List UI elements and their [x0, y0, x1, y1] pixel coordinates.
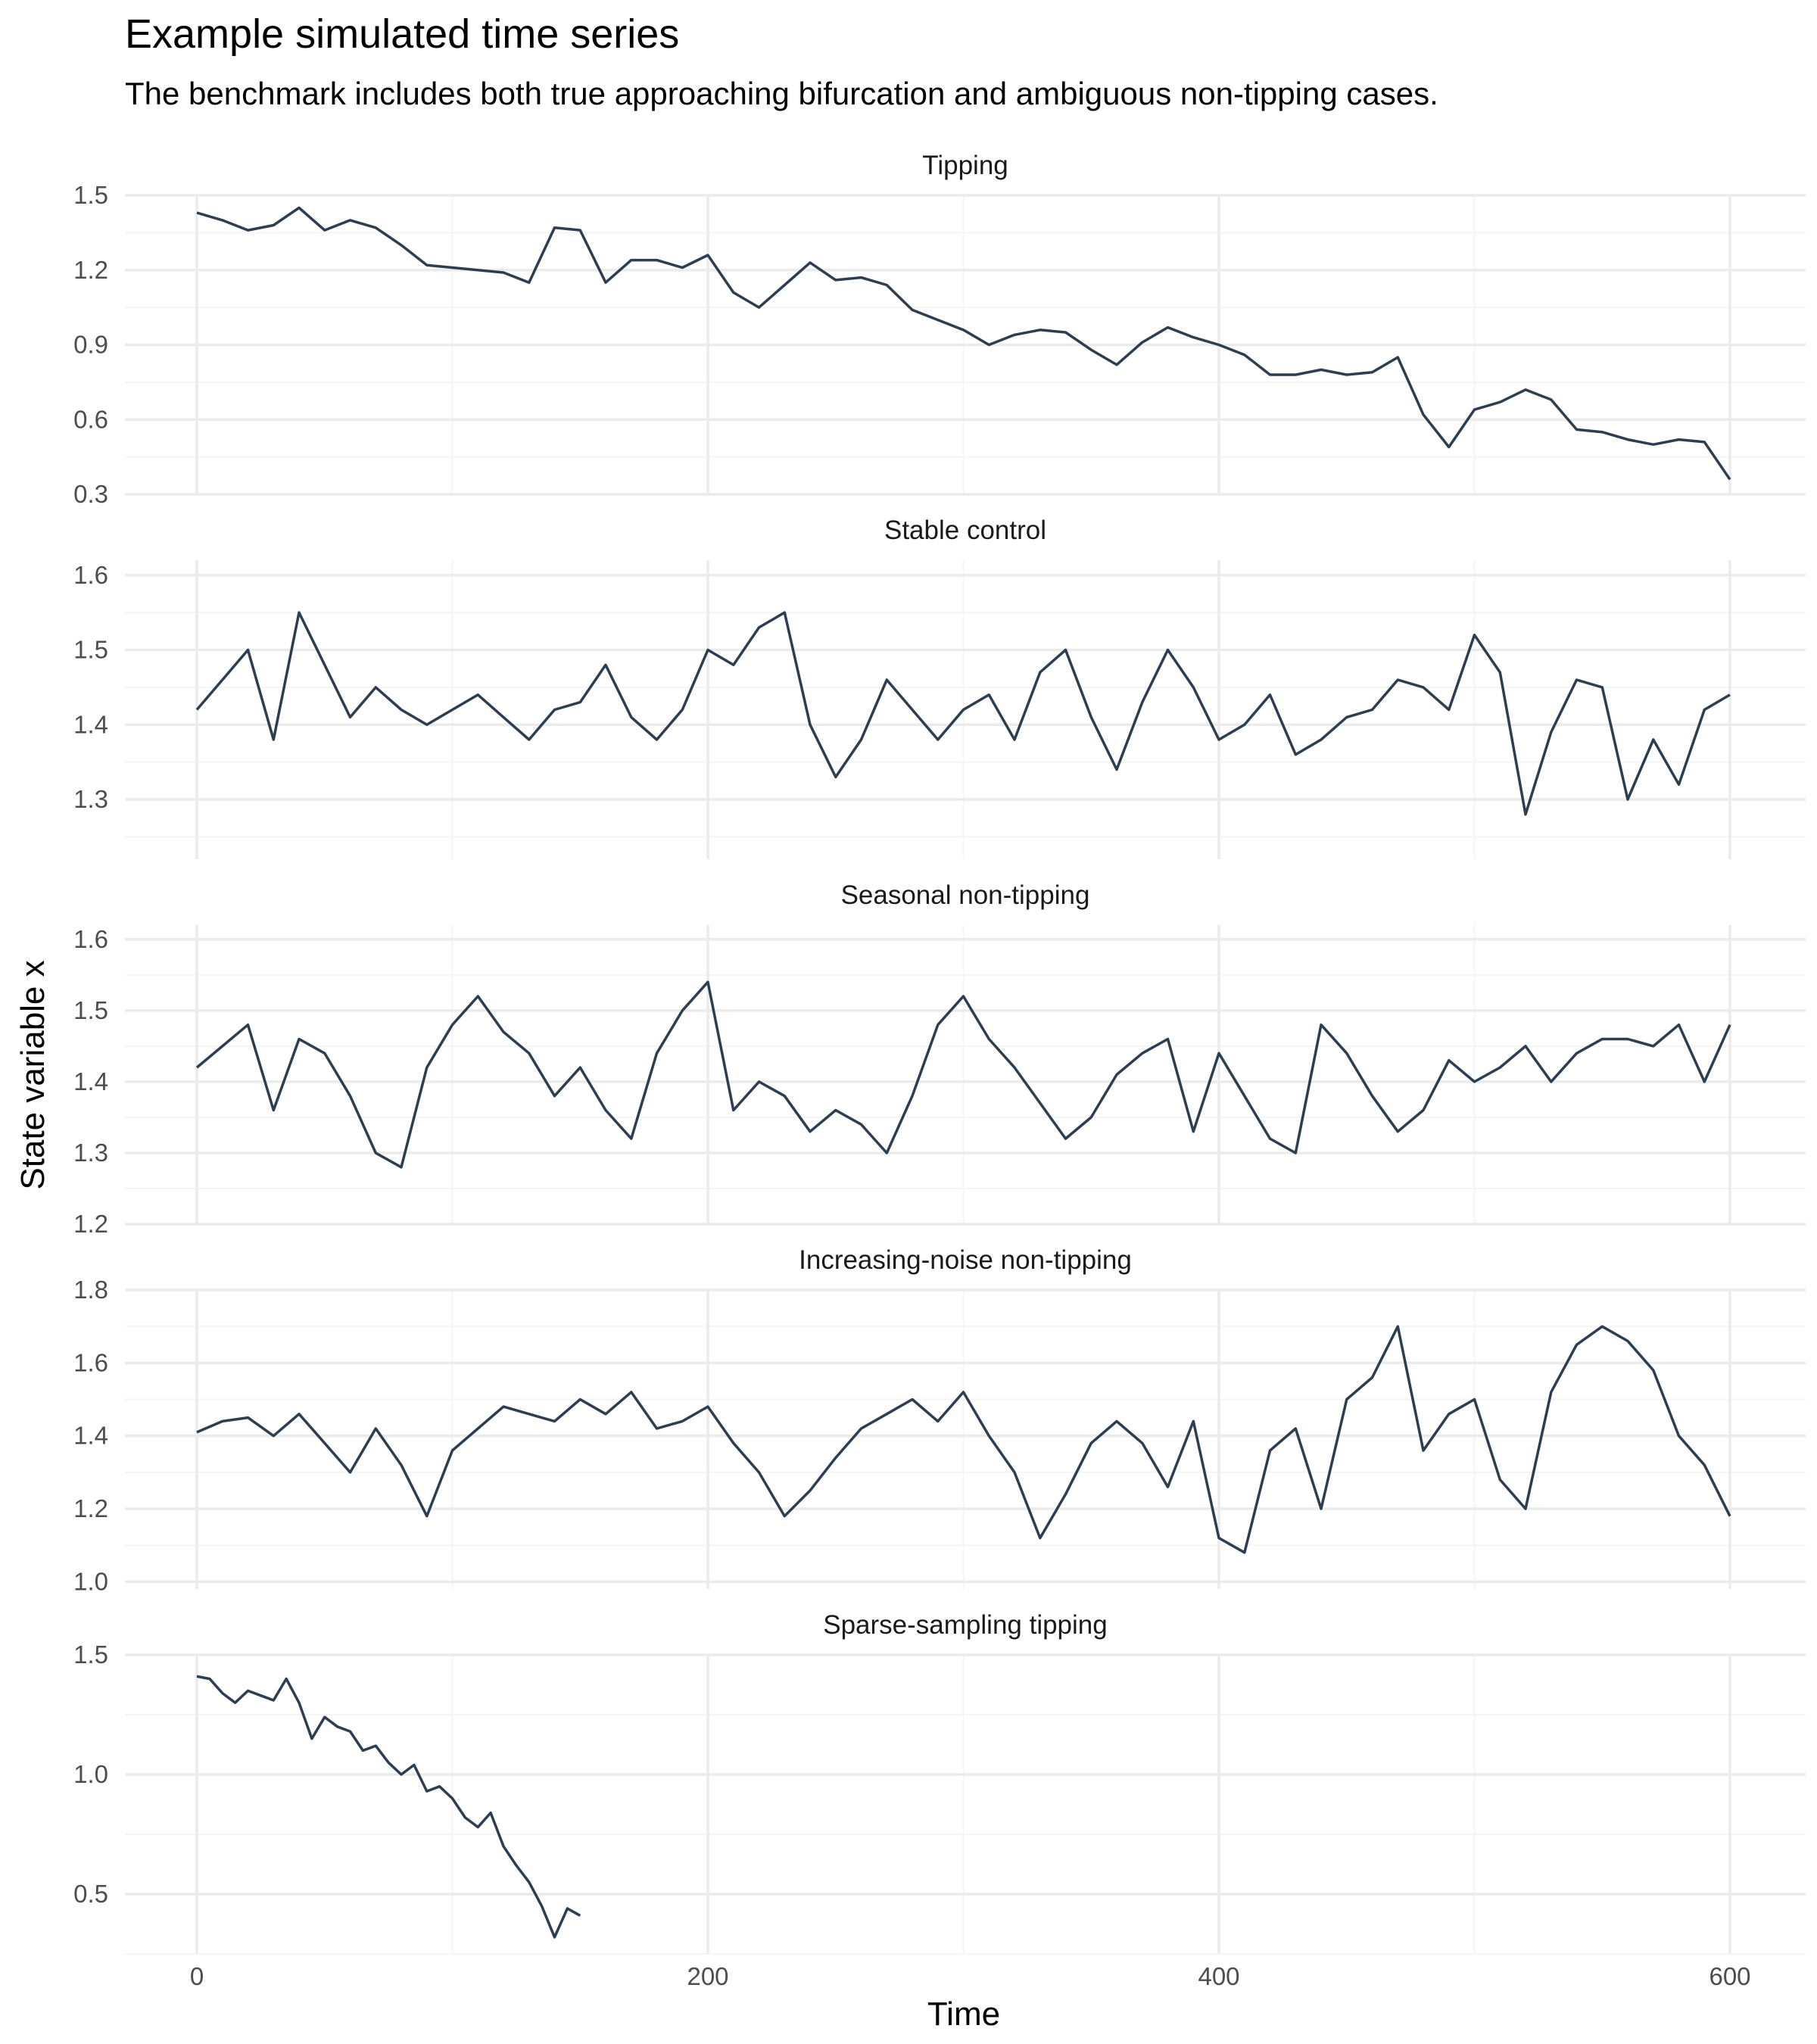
y-tick-label: 0.3	[73, 480, 108, 508]
y-tick-label: 1.5	[73, 1640, 108, 1669]
facet-strip-label: Seasonal non-tipping	[841, 880, 1090, 910]
y-tick-label: 0.5	[73, 1880, 108, 1908]
y-tick-label: 1.2	[73, 1210, 108, 1238]
y-tick-label: 0.6	[73, 405, 108, 433]
x-axis-title: Time	[927, 1996, 1000, 2033]
y-tick-label: 1.2	[73, 1494, 108, 1522]
facet-panel: Seasonal non-tipping 1.2 1.3 1.4 1.5 1.6	[73, 880, 1806, 1238]
y-tick-label: 1.2	[73, 256, 108, 284]
y-tick-label: 1.5	[73, 996, 108, 1024]
facet-panel: Sparse-sampling tipping 0.5 1.0 1.5	[73, 1610, 1806, 1955]
series-line	[196, 206, 1731, 481]
chart-subtitle: The benchmark includes both true approac…	[125, 76, 1438, 111]
series-line	[196, 1675, 581, 1939]
x-tick-label: 200	[687, 1962, 728, 1990]
y-tick-label: 1.3	[73, 1139, 108, 1167]
x-axis: 0 200 400 600	[190, 1962, 1751, 1990]
facet-panel: Stable control 1.3 1.4 1.5 1.6	[73, 516, 1806, 859]
y-tick-label: 1.6	[73, 1348, 108, 1376]
facet-strip-label: Increasing-noise non-tipping	[799, 1245, 1132, 1275]
y-tick-label: 1.0	[73, 1567, 108, 1595]
x-tick-label: 400	[1198, 1962, 1239, 1990]
y-tick-label: 1.5	[73, 181, 108, 209]
y-tick-label: 1.0	[73, 1760, 108, 1788]
y-tick-label: 1.3	[73, 785, 108, 813]
y-tick-label: 1.4	[73, 1067, 108, 1095]
series-line	[196, 1325, 1731, 1554]
y-tick-label: 1.5	[73, 636, 108, 664]
x-tick-label: 0	[190, 1962, 204, 1990]
facet-panel: Tipping 0.3 0.6 0.9 1.2 1.5	[73, 151, 1806, 508]
facet-panels: Tipping 0.3 0.6 0.9 1.2 1.5 Stable control 1.3 1…	[73, 151, 1806, 1990]
facet-strip-label: Sparse-sampling tipping	[823, 1610, 1107, 1640]
y-tick-label: 1.6	[73, 561, 108, 589]
y-axis-title: State variable x	[14, 960, 51, 1189]
y-tick-label: 1.4	[73, 1422, 108, 1450]
facet-strip-label: Stable control	[884, 516, 1046, 545]
series-line	[195, 980, 1731, 1169]
series-line	[195, 611, 1731, 816]
y-tick-label: 1.6	[73, 925, 108, 953]
y-tick-label: 1.8	[73, 1276, 108, 1304]
x-tick-label: 600	[1709, 1962, 1750, 1990]
y-tick-label: 0.9	[73, 331, 108, 359]
facet-panel: Increasing-noise non-tipping 1.0 1.2 1.4 1.6…	[73, 1245, 1806, 1595]
y-tick-label: 1.4	[73, 710, 108, 738]
facet-strip-label: Tipping	[922, 151, 1008, 180]
chart-title: Example simulated time series	[125, 11, 680, 57]
